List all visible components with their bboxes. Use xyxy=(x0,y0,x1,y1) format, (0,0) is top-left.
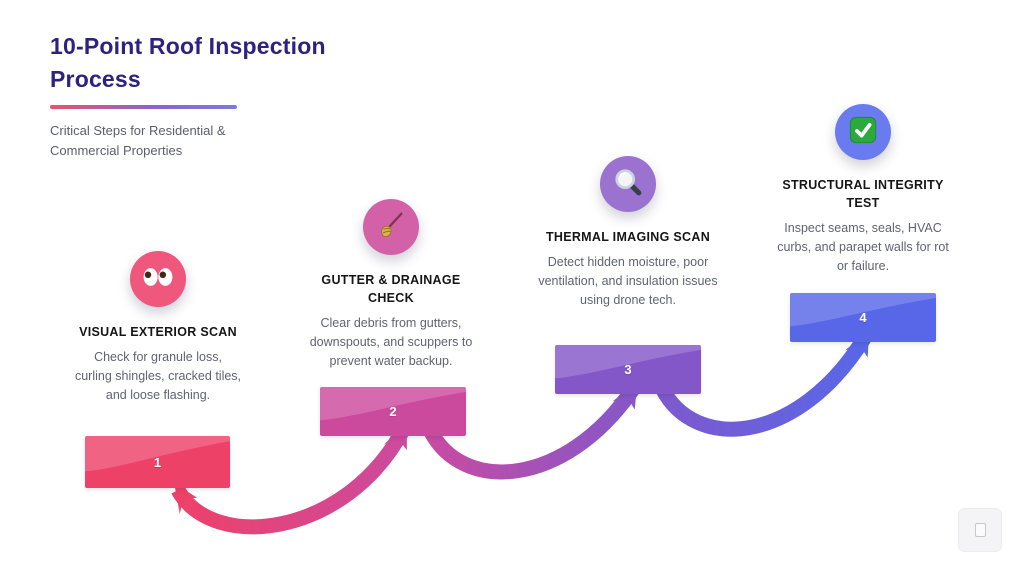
step3-icon-badge xyxy=(600,156,656,212)
arrow-arc-step2-step3 xyxy=(423,382,640,480)
bar-sheen xyxy=(790,293,936,327)
step-gutter-drainage-check: GUTTER & DRAINAGE CHECK Clear debris fro… xyxy=(291,199,491,371)
arrow-arc-step1-step2 xyxy=(171,422,410,535)
step-number: 1 xyxy=(153,454,162,470)
step-bar-1: 1 xyxy=(85,436,230,488)
step-number: 4 xyxy=(859,310,867,325)
step-visual-exterior-scan: VISUAL EXTERIOR SCAN Check for granule l… xyxy=(58,251,258,404)
step-structural-integrity-test: STRUCTURAL INTEGRITY TEST Inspect seams,… xyxy=(763,104,963,276)
panel-icon xyxy=(974,523,986,537)
title-underline-divider xyxy=(50,105,237,110)
step2-icon-badge xyxy=(363,199,419,255)
step4-icon-badge xyxy=(835,104,891,160)
step-title: VISUAL EXTERIOR SCAN xyxy=(79,325,237,339)
step-bar-2: 2 xyxy=(320,387,466,436)
step-bar-3: 3 xyxy=(555,345,701,394)
step-title: THERMAL IMAGING SCAN xyxy=(545,230,711,244)
step-number: 2 xyxy=(389,404,397,419)
step-title: STRUCTURAL INTEGRITY TEST xyxy=(782,178,944,211)
subtitle: Critical Steps for Residential & Commerc… xyxy=(50,123,226,158)
corner-action-button[interactable] xyxy=(958,508,1002,552)
step-bar-4: 4 xyxy=(790,293,936,342)
step-description: Inspect seams, seals, HVAC curbs, and pa… xyxy=(777,221,949,273)
step-thermal-imaging-scan: THERMAL IMAGING SCAN Detect hidden moist… xyxy=(523,156,733,309)
step-description: Detect hidden moisture, poor ventilation… xyxy=(538,255,718,307)
header: 10-Point Roof Inspection Process Critica… xyxy=(50,30,360,160)
step-number: 3 xyxy=(624,362,632,377)
page-title: 10-Point Roof Inspection Process xyxy=(50,33,326,92)
step-description: Clear debris from gutters, downspouts, a… xyxy=(309,316,473,368)
magnifying-glass-icon xyxy=(613,167,643,202)
eyes-icon xyxy=(141,266,175,293)
check-mark-icon xyxy=(848,115,878,150)
step-description: Check for granule loss, curling shingles… xyxy=(74,350,242,402)
bar-sheen xyxy=(555,345,701,379)
broom-icon xyxy=(376,210,406,245)
arrow-arc-step3-step4 xyxy=(655,330,872,437)
step1-icon-badge xyxy=(130,251,186,307)
bar-sheen xyxy=(320,387,466,421)
step-title: GUTTER & DRAINAGE CHECK xyxy=(321,273,461,306)
